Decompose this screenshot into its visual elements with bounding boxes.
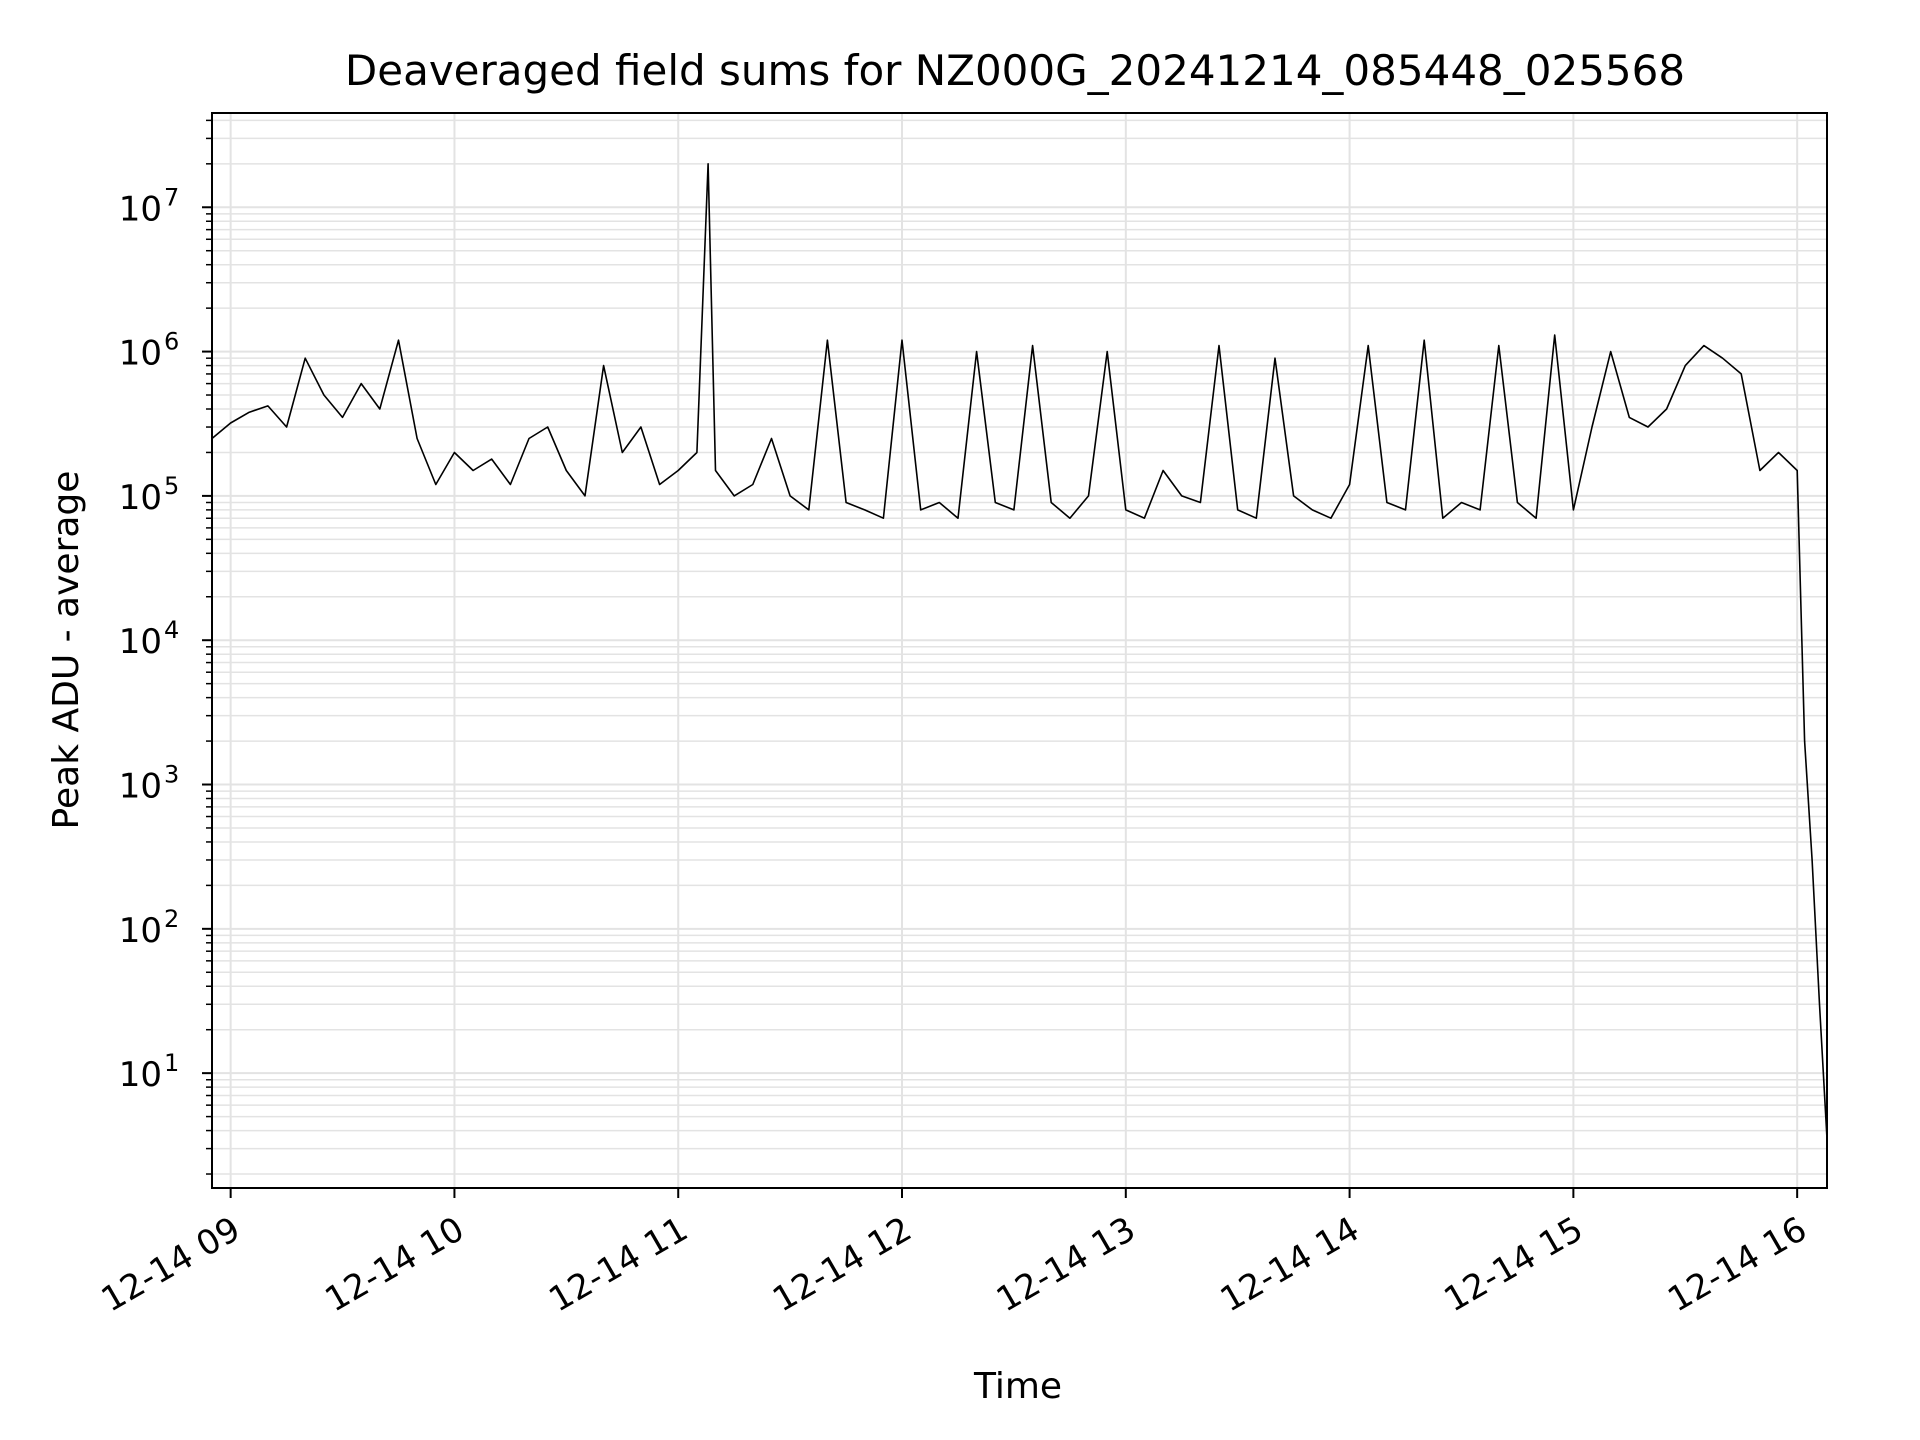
y-tick-label: 10 [119,622,162,662]
y-tick-exponent: 5 [164,472,179,500]
chart-title: Deaveraged field sums for NZ000G_2024121… [345,46,1685,95]
y-tick-label: 10 [119,1055,162,1095]
plot-frame [211,112,1828,1189]
y-axis-label: Peak ADU - average [46,471,87,830]
plot-area [211,163,1828,1139]
y-tick-exponent: 6 [164,328,179,356]
y-tick-exponent: 4 [164,616,179,644]
y-tick-label: 10 [119,189,162,229]
y-tick-exponent: 3 [164,761,179,789]
y-tick-exponent: 2 [164,905,179,933]
x-axis-label: Time [973,1366,1062,1407]
y-tick-label: 10 [119,767,162,807]
y-tick-label: 10 [119,334,162,374]
y-tick-label: 10 [119,478,162,518]
y-tick-exponent: 7 [164,183,179,211]
series-line [211,163,1828,1139]
y-tick-exponent: 1 [164,1049,179,1077]
y-tick-label: 10 [119,911,162,951]
